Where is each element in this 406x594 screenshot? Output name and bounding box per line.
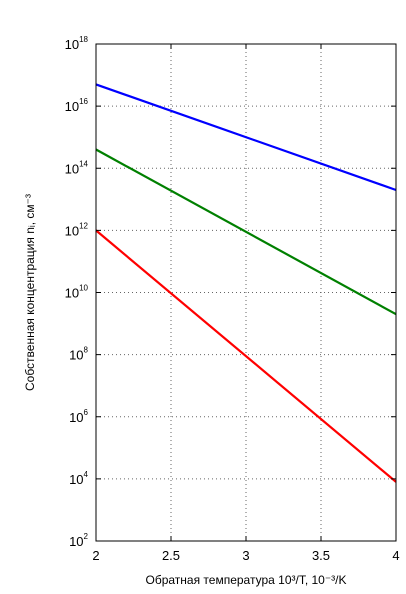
series-line-1 <box>95 83 397 192</box>
ticks <box>95 43 397 542</box>
y-tick-label: 106 <box>69 408 88 425</box>
series-line-2 <box>95 148 397 316</box>
y-axis-label: Собственная концентрация nᵢ, см⁻³ <box>23 194 37 391</box>
y-tick-label: 1012 <box>65 221 89 238</box>
y-tick-label: 102 <box>69 532 88 549</box>
series-layer <box>95 83 397 483</box>
x-tick-label: 3 <box>242 548 249 563</box>
y-tick-label: 1010 <box>65 284 89 301</box>
y-tick-labels: 102 104 106 108 1010 1012 1014 1016 1018 <box>65 35 89 549</box>
x-tick-label: 4 <box>392 548 399 563</box>
x-tick-label: 3.5 <box>312 548 330 563</box>
y-tick-label: 1014 <box>65 159 89 176</box>
x-tick-label: 2.5 <box>162 548 180 563</box>
y-tick-label: 108 <box>69 346 88 363</box>
y-tick-label: 1018 <box>65 35 89 52</box>
x-tick-label: 2 <box>92 548 99 563</box>
series-line-3 <box>95 229 397 483</box>
x-tick-labels: 2 2.5 3 3.5 4 <box>92 548 399 563</box>
x-axis-label: Обратная температура 10³/T, 10⁻³/K <box>146 573 347 587</box>
y-tick-label: 104 <box>69 470 88 487</box>
y-tick-label: 1016 <box>65 97 89 114</box>
grid <box>96 44 396 541</box>
